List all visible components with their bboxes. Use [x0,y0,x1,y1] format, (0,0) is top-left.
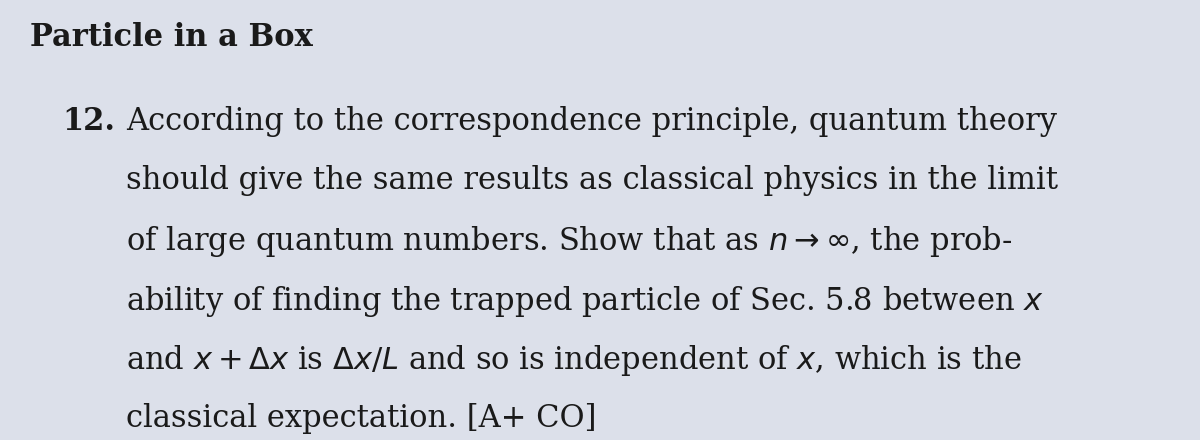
Text: ability of finding the trapped particle of Sec. 5.8 between $x$: ability of finding the trapped particle … [126,284,1044,319]
Text: According to the correspondence principle, quantum theory: According to the correspondence principl… [126,106,1057,136]
Text: Particle in a Box: Particle in a Box [30,22,313,53]
Text: 12.: 12. [62,106,115,136]
Text: of large quantum numbers. Show that as $n \rightarrow \infty$, the prob-: of large quantum numbers. Show that as $… [126,224,1013,260]
Text: classical expectation. [A+ CO]: classical expectation. [A+ CO] [126,403,596,433]
Text: and $x + \Delta x$ is $\Delta x/L$ and so is independent of $x$, which is the: and $x + \Delta x$ is $\Delta x/L$ and s… [126,343,1021,378]
Text: should give the same results as classical physics in the limit: should give the same results as classica… [126,165,1058,196]
